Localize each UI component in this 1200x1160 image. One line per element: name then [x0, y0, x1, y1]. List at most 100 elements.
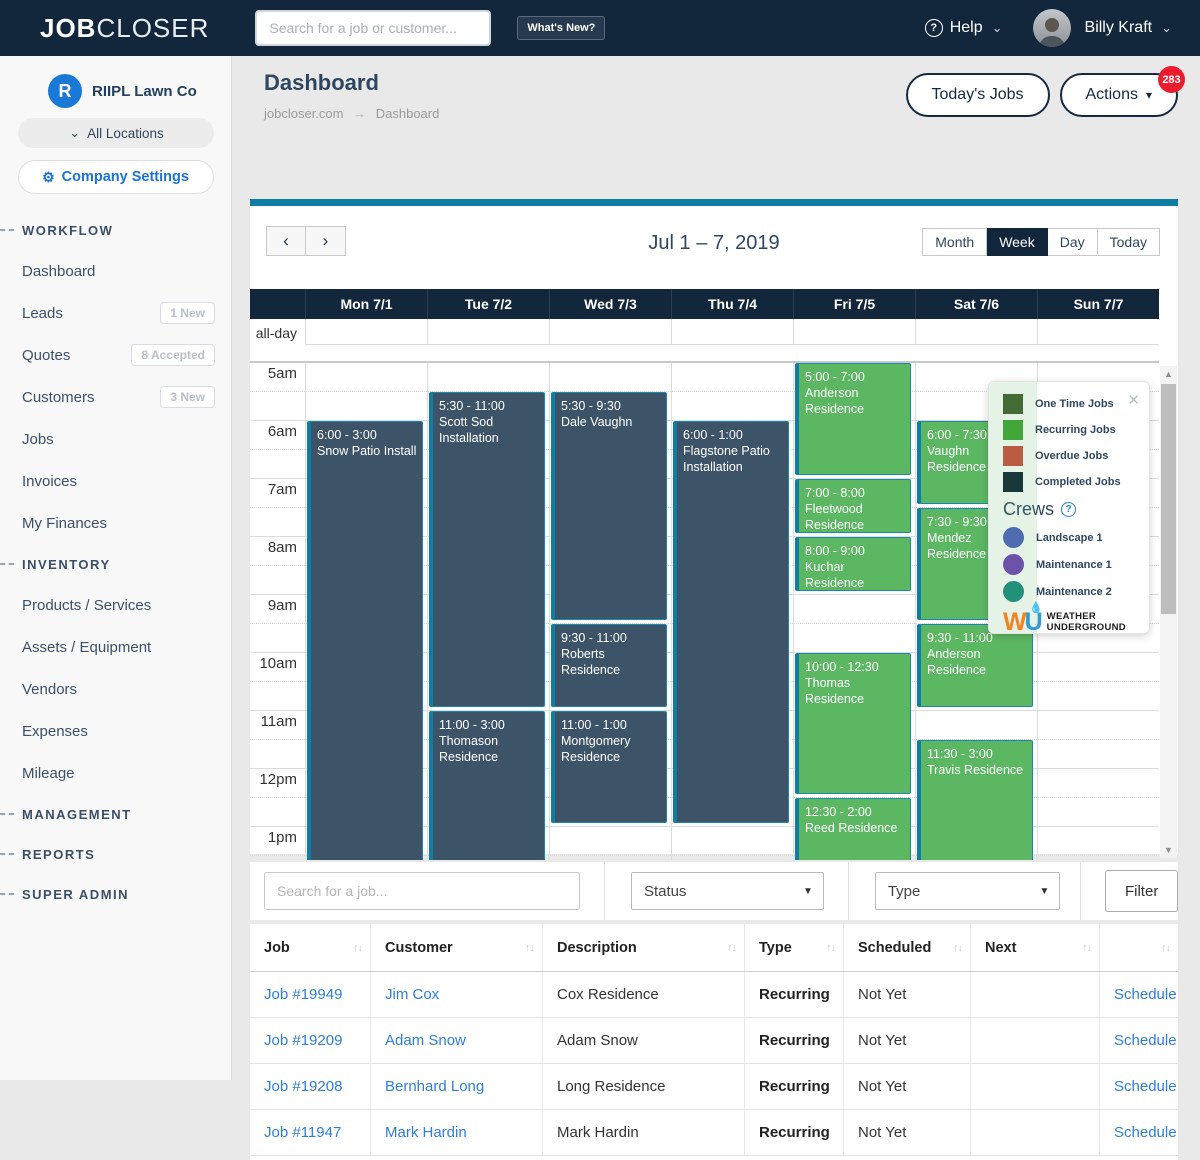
sidebar-item-badge: 8 Accepted: [131, 344, 215, 366]
event-time: 6:00 - 7:30: [927, 428, 987, 442]
sort-icon[interactable]: ↑↓: [727, 941, 737, 954]
all-day-cell[interactable]: [671, 319, 793, 345]
filter-button[interactable]: Filter: [1105, 870, 1178, 912]
all-day-cell[interactable]: [1037, 319, 1159, 345]
sidebar-item-invoices[interactable]: Invoices: [0, 460, 231, 502]
sort-icon[interactable]: ↑↓: [1082, 941, 1092, 954]
help-menu[interactable]: ? Help ⌄: [924, 19, 1003, 37]
job-link[interactable]: Job #19209: [264, 1032, 343, 1049]
view-button-week[interactable]: Week: [987, 228, 1048, 256]
breadcrumb: jobcloser.com → Dashboard: [264, 106, 439, 121]
job-link[interactable]: Job #11947: [264, 1124, 342, 1141]
calendar-event[interactable]: 9:30 - 11:00 Anderson Residence: [917, 624, 1033, 707]
calendar-event[interactable]: 7:00 - 8:00 Fleetwood Residence: [795, 479, 911, 533]
all-locations-dropdown[interactable]: ⌄ All Locations: [17, 118, 214, 148]
sort-icon[interactable]: ↑↓: [525, 941, 535, 954]
all-day-cell[interactable]: [305, 319, 427, 345]
all-day-cell[interactable]: [793, 319, 915, 345]
sidebar-item-quotes[interactable]: Quotes 8 Accepted: [0, 334, 231, 376]
calendar-event[interactable]: 9:30 - 11:00 Roberts Residence: [551, 624, 667, 707]
column-header-next[interactable]: Next ↑↓: [970, 924, 1099, 971]
calendar-event[interactable]: 6:00 - 3:00 Snow Patio Install: [307, 421, 423, 860]
prev-week-button[interactable]: ‹: [266, 226, 306, 256]
action-link[interactable]: Schedule: [1114, 1032, 1177, 1049]
sidebar-item-mileage[interactable]: Mileage: [0, 752, 231, 794]
sidebar-item-customers[interactable]: Customers 3 New: [0, 376, 231, 418]
status-select[interactable]: Status ▼: [631, 872, 824, 910]
calendar-event[interactable]: 11:00 - 3:00 Thomason Residence: [429, 711, 545, 860]
column-header-customer[interactable]: Customer ↑↓: [370, 924, 542, 971]
view-button-month[interactable]: Month: [922, 228, 988, 256]
customer-link[interactable]: Jim Cox: [385, 986, 440, 1003]
sort-icon[interactable]: ↑↓: [826, 941, 836, 954]
view-button-today[interactable]: Today: [1097, 228, 1160, 256]
calendar-event[interactable]: 10:00 - 12:30 Thomas Residence: [795, 653, 911, 794]
view-button-day[interactable]: Day: [1047, 228, 1098, 256]
calendar-event[interactable]: 6:00 - 1:00 Flagstone Patio Installation: [673, 421, 789, 823]
column-header-job[interactable]: Job ↑↓: [264, 939, 363, 956]
breadcrumb-root[interactable]: jobcloser.com: [264, 106, 344, 121]
action-link[interactable]: Schedule: [1114, 1078, 1177, 1095]
calendar-event[interactable]: 12:30 - 2:00 Reed Residence: [795, 798, 911, 860]
next-week-button[interactable]: ›: [306, 226, 346, 256]
legend-crew-row: Landscape 1: [1003, 527, 1139, 548]
scrollbar-thumb[interactable]: [1161, 384, 1176, 614]
company-settings-button[interactable]: ⚙ Company Settings: [17, 160, 214, 194]
day-header-mon-7-1: Mon 7/1: [305, 289, 427, 319]
company-logo: R: [48, 74, 82, 108]
sidebar-item-my-finances[interactable]: My Finances: [0, 502, 231, 544]
scroll-down-icon[interactable]: ▼: [1164, 845, 1173, 855]
sidebar-item-expenses[interactable]: Expenses: [0, 710, 231, 752]
action-link[interactable]: Schedule: [1114, 1124, 1177, 1141]
user-avatar[interactable]: [1032, 9, 1071, 47]
calendar-scrollbar[interactable]: ▲ ▼: [1160, 366, 1177, 858]
column-header-type[interactable]: Type ↑↓: [744, 924, 843, 971]
calendar-event[interactable]: 11:30 - 3:00 Travis Residence: [917, 740, 1033, 860]
sort-icon[interactable]: ↑↓: [1161, 941, 1171, 954]
calendar-event[interactable]: 5:30 - 9:30 Dale Vaughn: [551, 392, 667, 620]
sort-icon[interactable]: ↑↓: [953, 941, 963, 954]
global-search-input[interactable]: [255, 10, 492, 46]
scroll-up-icon[interactable]: ▲: [1164, 369, 1173, 379]
crews-help-icon[interactable]: ?: [1061, 502, 1077, 517]
table-body: Job #19949 Jim Cox Cox Residence Recurring N…: [250, 972, 1178, 1156]
sort-icon[interactable]: ↑↓: [353, 941, 363, 954]
sidebar-item-products-services[interactable]: Products / Services: [0, 584, 231, 626]
calendar-toolbar: ‹ › Jul 1 – 7, 2019 Month Week Day Today: [250, 206, 1178, 282]
event-time: 12:30 - 2:00: [805, 805, 872, 819]
job-link[interactable]: Job #19208: [264, 1078, 343, 1095]
all-day-cell[interactable]: [549, 319, 671, 345]
user-menu[interactable]: Billy Kraft ⌄: [1085, 19, 1172, 37]
column-header-description[interactable]: Description ↑↓: [542, 924, 744, 971]
sidebar-item-label: Assets / Equipment: [22, 638, 152, 656]
all-day-cell[interactable]: [427, 319, 549, 345]
job-search-input[interactable]: [264, 872, 581, 910]
sidebar-item-assets-equipment[interactable]: Assets / Equipment: [0, 626, 231, 668]
column-header-action[interactable]: ↑↓: [1099, 924, 1178, 971]
close-icon[interactable]: ✕: [1127, 392, 1140, 409]
cell-action: Schedule: [1099, 1110, 1178, 1155]
sidebar-item-jobs[interactable]: Jobs: [0, 418, 231, 460]
sidebar-item-vendors[interactable]: Vendors: [0, 668, 231, 710]
whats-new-button[interactable]: What's New?: [517, 16, 606, 40]
all-day-cell[interactable]: [915, 319, 1037, 345]
todays-jobs-button[interactable]: Today's Jobs: [905, 73, 1050, 117]
type-select[interactable]: Type ▼: [874, 872, 1061, 910]
hour-label: 5am: [267, 365, 297, 382]
crew-label: Maintenance 1: [1036, 558, 1112, 571]
column-header-scheduled[interactable]: Scheduled ↑↓: [843, 924, 970, 971]
customer-link[interactable]: Bernhard Long: [385, 1078, 485, 1095]
sidebar-item-leads[interactable]: Leads 1 New: [0, 292, 231, 334]
cell-job: Job #19949: [250, 972, 370, 1017]
job-link[interactable]: Job #19949: [264, 986, 343, 1003]
customer-link[interactable]: Adam Snow: [385, 1032, 466, 1049]
actions-button[interactable]: Actions ▾ 283: [1059, 66, 1185, 117]
sidebar-item-dashboard[interactable]: Dashboard: [0, 250, 231, 292]
calendar-event[interactable]: 8:00 - 9:00 Kuchar Residence: [795, 537, 911, 591]
calendar-event[interactable]: 5:30 - 11:00 Scott Sod Installation: [429, 392, 545, 707]
action-link[interactable]: Schedule: [1114, 986, 1177, 1003]
calendar-event[interactable]: 5:00 - 7:00 Anderson Residence: [795, 363, 911, 475]
customer-link[interactable]: Mark Hardin: [385, 1124, 467, 1141]
chevron-down-icon: ⌄: [991, 20, 1003, 35]
calendar-event[interactable]: 11:00 - 1:00 Montgomery Residence: [551, 711, 667, 823]
